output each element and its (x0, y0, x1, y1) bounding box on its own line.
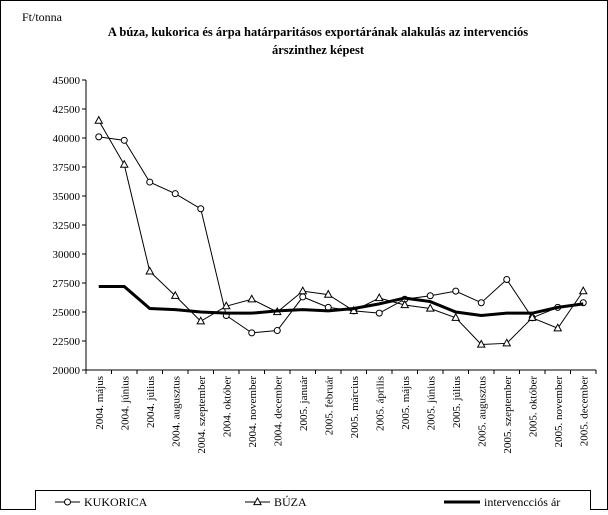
x-tick-label: 2004. október (221, 376, 233, 437)
series-group (94, 115, 588, 348)
x-tick-label: 2005. november (553, 376, 565, 448)
triangle-marker (94, 115, 104, 124)
circle-marker (273, 327, 281, 335)
circle-marker (426, 292, 434, 300)
x-tick-label: 2005. január (298, 376, 310, 431)
x-tick-labels: 2004. május 2004. június 2004. július 2004.… (94, 376, 591, 454)
triangle-marker (553, 323, 563, 332)
x-tick-label: 2004. december (272, 376, 284, 447)
circle-marker (503, 276, 511, 284)
x-tick-label: 2004. június (119, 376, 131, 430)
triangle-marker (119, 159, 129, 168)
triangle-marker (145, 266, 155, 275)
legend-label-3: intervencciós ár (484, 495, 560, 509)
triangle-marker (502, 338, 512, 347)
triangle-marker (527, 312, 537, 321)
y-tick-label: 45000 (53, 75, 81, 87)
circle-marker (248, 329, 256, 337)
triangle-marker (247, 294, 257, 303)
x-tick-label: 2005. május (400, 376, 412, 430)
triangle-marker (451, 312, 461, 321)
y-tick-label: 20000 (53, 365, 81, 377)
x-tick-label: 2004. július (145, 376, 157, 428)
circle-marker (95, 133, 103, 141)
x-tick-label: 2004. május (94, 376, 106, 430)
x-tick-label: 2005. február (323, 376, 335, 436)
y-tick-labels: 45000 42500 40000 37500 35000 32500 30000 27500… (53, 75, 81, 377)
circle-marker (452, 287, 460, 295)
series-line-2 (98, 120, 584, 345)
chart-title-line-1: A búza, kukorica és árpa határparitásos … (108, 25, 528, 39)
triangle-marker (323, 289, 333, 298)
y-tick-label: 25000 (53, 307, 81, 319)
x-tick-label: 2005. június (425, 376, 437, 430)
triangle-marker (476, 339, 486, 348)
x-tick-label: 2005. október (527, 376, 539, 437)
axes (82, 79, 597, 374)
series-line-3 (98, 284, 584, 317)
y-axis-unit-label: Ft/tonna (22, 10, 63, 24)
triangle-marker (425, 303, 435, 312)
triangle-marker (578, 286, 588, 295)
y-tick-label: 37500 (53, 162, 81, 174)
triangle-marker (400, 299, 410, 309)
triangle-marker (374, 293, 384, 302)
triangle-marker (170, 290, 180, 299)
circle-marker (477, 299, 485, 307)
y-tick-label: 42500 (53, 104, 81, 116)
triangle-marker (298, 286, 308, 295)
circle-marker (171, 190, 179, 198)
legend-label-1: KUKORICA (84, 495, 148, 509)
y-tick-label: 35000 (53, 191, 81, 203)
x-tick-label: 2005. július (451, 376, 463, 428)
x-tick-label: 2004. szeptember (196, 376, 208, 454)
circle-marker (375, 309, 383, 317)
x-tick-label: 2005. augusztus (476, 376, 488, 447)
y-tick-label: 27500 (53, 278, 81, 290)
triangle-marker (196, 316, 206, 325)
triangle-marker (221, 301, 231, 310)
y-tick-label: 40000 (53, 133, 81, 145)
circle-marker (146, 178, 154, 186)
circle-marker (64, 498, 71, 506)
triangle-marker (253, 496, 262, 506)
circle-marker (120, 136, 128, 144)
x-tick-label: 2004. augusztus (170, 376, 182, 447)
x-tick-label: 2005. szeptember (502, 376, 514, 454)
y-tick-label: 22500 (53, 336, 81, 348)
circle-marker (197, 205, 205, 213)
x-tick-label: 2004. november (247, 376, 259, 448)
x-tick-label: 2005. március (349, 376, 361, 438)
legend-label-2: BÚZA (274, 495, 307, 509)
circle-marker (299, 293, 307, 301)
y-tick-label: 32500 (53, 220, 81, 232)
chart-title-line-2: árszinthez képest (272, 43, 365, 57)
y-tick-label: 30000 (53, 249, 81, 261)
x-tick-label: 2005. december (578, 376, 590, 447)
legend: KUKORICA BÚZA intervencciós ár (55, 495, 560, 509)
x-tick-label: 2005. április (374, 376, 386, 431)
